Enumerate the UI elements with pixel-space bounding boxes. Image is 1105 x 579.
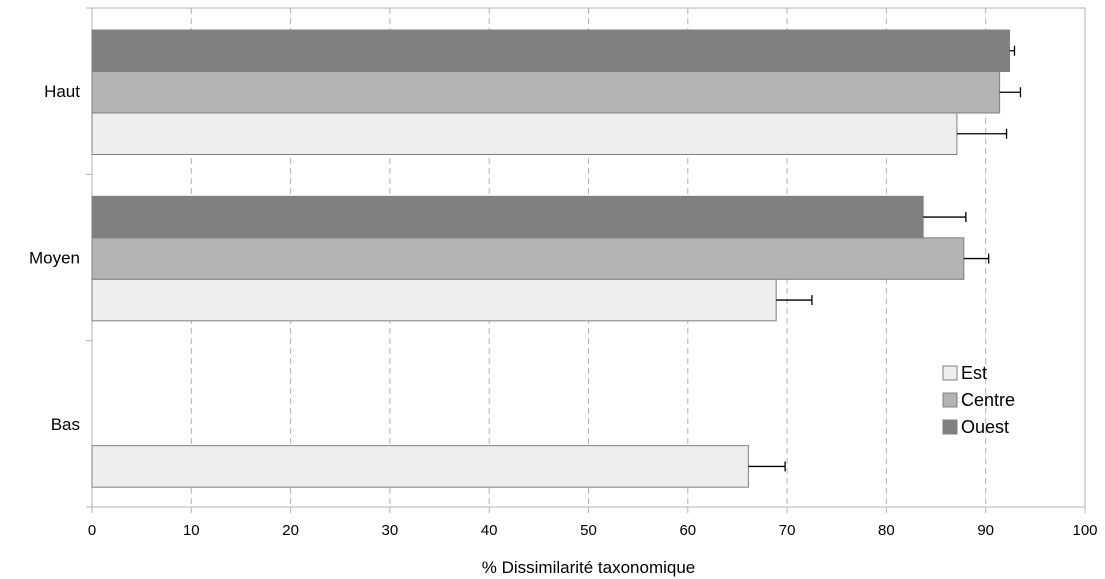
bar-centre-moyen [91, 237, 965, 280]
x-tick-label: 100 [1072, 522, 1097, 539]
legend: Est Centre Ouest [942, 363, 1015, 437]
x-tick-label: 30 [382, 522, 399, 539]
legend-swatch-ouest [942, 419, 958, 435]
x-tick-label: 0 [88, 522, 96, 539]
legend-label-centre: Centre [961, 390, 1015, 410]
legend-swatch-est [942, 365, 958, 381]
x-tick-label: 10 [183, 522, 200, 539]
bar-est-moyen [91, 278, 777, 322]
category-label: Bas [51, 415, 80, 434]
category-label: Haut [44, 82, 80, 101]
bar-est-haut [91, 112, 958, 155]
legend-swatch-centre [942, 392, 958, 408]
x-tick-label: 80 [878, 522, 895, 539]
x-tick-label: 20 [282, 522, 299, 539]
x-tick-label: 40 [481, 522, 498, 539]
x-tick-label: 60 [679, 522, 696, 539]
legend-label-est: Est [961, 363, 987, 383]
bars [91, 29, 1011, 488]
x-tick-label: 90 [977, 522, 994, 539]
y-axis-categories: Haut Moyen Bas [29, 82, 80, 434]
bar-ouest-moyen [91, 195, 924, 239]
bar-centre-haut [91, 71, 1001, 114]
x-tick-label: 70 [779, 522, 796, 539]
x-axis-title: % Dissimilarité taxonomique [482, 558, 696, 577]
error-bars [748, 45, 1022, 472]
x-axis-ticks: 0 10 20 30 40 50 60 70 80 90 100 [86, 7, 1098, 539]
x-tick-label: 50 [580, 522, 597, 539]
legend-label-ouest: Ouest [961, 417, 1009, 437]
bar-ouest-haut [91, 29, 1011, 72]
bar-est-bas [91, 445, 749, 488]
category-label: Moyen [29, 249, 80, 268]
